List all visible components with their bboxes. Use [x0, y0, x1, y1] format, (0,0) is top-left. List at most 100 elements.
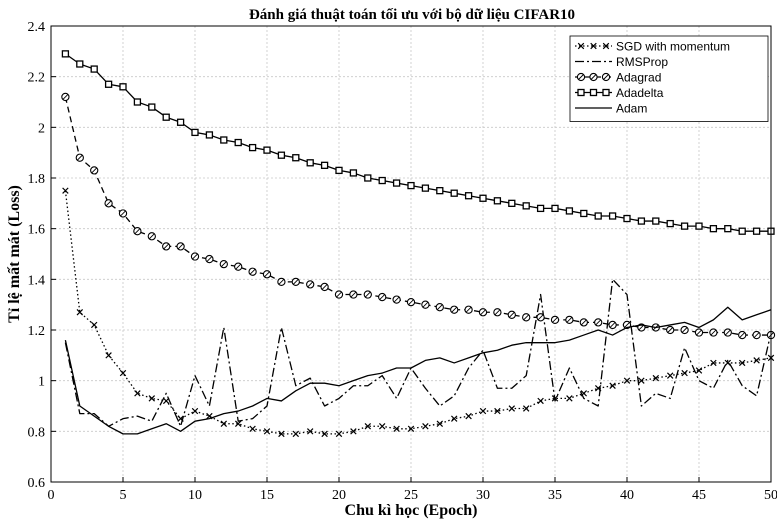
- point-adagrad: [752, 330, 761, 340]
- legend-label-adagrad: Adagrad: [616, 71, 661, 85]
- point-adadelta: [565, 207, 574, 215]
- point-adagrad: [205, 254, 214, 264]
- y-tick-label: 1.2: [28, 324, 46, 339]
- x-tick-label: 50: [764, 488, 777, 503]
- point-adadelta: [306, 159, 314, 167]
- point-adadelta: [378, 176, 386, 185]
- x-tick-label: 40: [620, 488, 634, 503]
- point-sgd-with-momentum: [738, 359, 746, 367]
- legend-label-adadelta: Adadelta: [616, 86, 664, 100]
- point-sgd-with-momentum: [422, 423, 429, 430]
- point-adagrad: [493, 308, 502, 317]
- point-adadelta: [162, 113, 170, 121]
- point-adagrad: [478, 308, 488, 317]
- chart-title: Đánh giá thuật toán tối ưu với bộ dữ liệ…: [249, 7, 575, 23]
- point-sgd-with-momentum: [62, 187, 69, 194]
- point-adadelta: [608, 212, 617, 220]
- point-adadelta: [709, 225, 718, 233]
- legend-item-adadelta: Adadelta: [575, 86, 664, 100]
- point-adadelta: [205, 131, 214, 139]
- point-adagrad: [421, 300, 430, 309]
- point-adagrad: [190, 252, 200, 261]
- point-sgd-with-momentum: [134, 390, 141, 397]
- point-adagrad: [248, 267, 257, 276]
- point-adadelta: [349, 169, 358, 177]
- point-adagrad: [723, 328, 732, 337]
- point-adadelta: [752, 227, 761, 235]
- line-adagrad: [64, 96, 771, 336]
- point-adagrad: [162, 242, 171, 251]
- y-tick-label: 0.6: [28, 476, 46, 491]
- legend-marker-sgd-with-momentum: [590, 42, 597, 50]
- point-adagrad: [507, 310, 516, 319]
- legend-marker-adagrad: [576, 72, 586, 82]
- y-axis-label: Tỉ lệ mất mát (Loss): [6, 185, 23, 323]
- point-sgd-with-momentum: [119, 369, 127, 377]
- x-tick-label: 20: [332, 488, 346, 503]
- point-adagrad: [262, 270, 272, 279]
- point-sgd-with-momentum: [105, 352, 112, 359]
- point-adagrad: [579, 318, 588, 327]
- point-adadelta: [724, 225, 732, 233]
- point-adadelta: [666, 219, 674, 228]
- y-tick-label: 1.4: [28, 273, 46, 288]
- point-sgd-with-momentum: [350, 428, 357, 435]
- point-sgd-with-momentum: [479, 407, 487, 415]
- point-adadelta: [191, 128, 199, 137]
- point-adagrad: [450, 305, 459, 314]
- point-adadelta: [479, 194, 487, 202]
- point-adagrad: [349, 290, 358, 299]
- point-adagrad: [147, 232, 156, 241]
- point-adadelta: [680, 222, 689, 230]
- point-adagrad: [90, 166, 99, 175]
- point-sgd-with-momentum: [220, 420, 228, 427]
- legend-label-sgd-with-momentum: SGD with momentum: [616, 40, 730, 54]
- point-adadelta: [464, 192, 473, 200]
- legend-label-adam: Adam: [616, 102, 647, 116]
- point-sgd-with-momentum: [450, 415, 458, 422]
- y-tick-label: 1: [38, 375, 45, 390]
- point-adadelta: [508, 199, 516, 207]
- point-sgd-with-momentum: [508, 405, 516, 412]
- point-sgd-with-momentum: [609, 382, 616, 389]
- point-adagrad: [334, 290, 344, 299]
- point-sgd-with-momentum: [522, 405, 530, 412]
- series-adagrad: [61, 92, 776, 340]
- x-tick-label: 15: [260, 488, 274, 503]
- point-adadelta: [148, 103, 156, 111]
- series-adadelta: [61, 50, 775, 235]
- y-tick-label: 2.2: [28, 71, 46, 86]
- point-sgd-with-momentum: [537, 397, 544, 405]
- point-adagrad: [666, 325, 675, 335]
- point-adadelta: [133, 98, 142, 106]
- legend-item-adam: Adam: [575, 102, 647, 116]
- line-sgd-with-momentum: [64, 190, 772, 435]
- y-tick-label: 1.6: [28, 223, 46, 238]
- point-adadelta: [695, 222, 703, 230]
- point-sgd-with-momentum: [278, 430, 285, 438]
- point-adadelta: [263, 146, 271, 154]
- x-tick-label: 35: [548, 488, 562, 503]
- point-sgd-with-momentum: [407, 425, 415, 433]
- point-adagrad: [464, 305, 473, 314]
- point-adadelta: [176, 118, 185, 126]
- point-adadelta: [493, 197, 502, 205]
- point-adadelta: [421, 184, 430, 192]
- point-adagrad: [594, 318, 603, 327]
- legend-marker-adagrad: [601, 72, 611, 82]
- point-sgd-with-momentum: [695, 367, 703, 374]
- point-sgd-with-momentum: [710, 359, 717, 367]
- point-adagrad: [738, 330, 747, 340]
- x-tick-label: 25: [404, 488, 418, 503]
- point-adadelta: [551, 204, 559, 213]
- point-sgd-with-momentum: [436, 420, 444, 427]
- point-adadelta: [522, 202, 530, 210]
- point-adagrad: [75, 153, 84, 162]
- point-adagrad: [522, 313, 531, 322]
- point-adadelta: [234, 138, 242, 147]
- point-sgd-with-momentum: [306, 428, 314, 435]
- point-adadelta: [594, 212, 602, 220]
- point-sgd-with-momentum: [753, 357, 760, 364]
- point-adadelta: [536, 204, 545, 213]
